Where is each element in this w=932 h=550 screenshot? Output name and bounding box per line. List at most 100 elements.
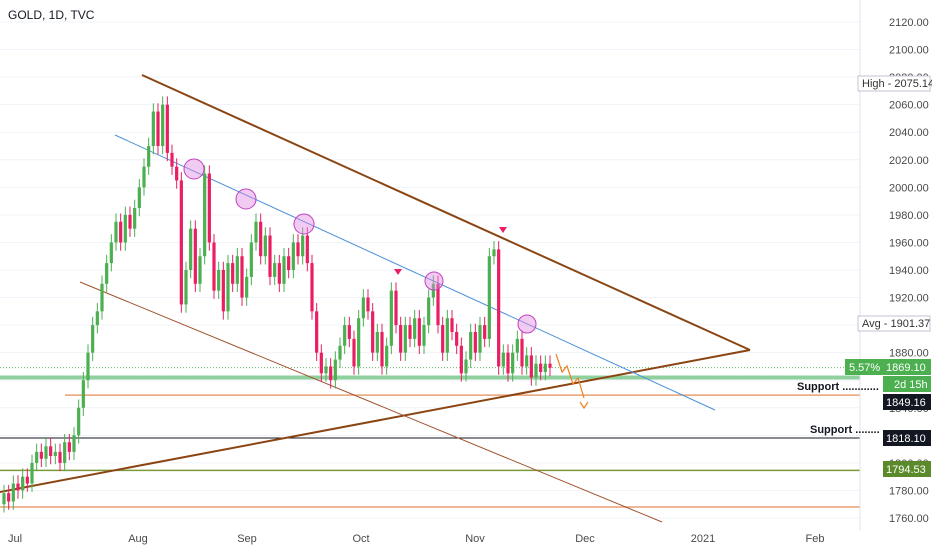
candle-body xyxy=(175,166,179,181)
candle-body xyxy=(324,366,328,374)
candle-body xyxy=(58,451,62,463)
candle-body xyxy=(539,363,543,372)
candle-body xyxy=(49,446,53,456)
high-label: High - 2075.14 xyxy=(857,75,932,92)
candle-body xyxy=(259,221,263,257)
candle-body xyxy=(165,104,169,153)
high-arrow-icon xyxy=(394,269,402,275)
candle-body xyxy=(268,235,272,277)
candle-body xyxy=(422,325,426,346)
candle-body xyxy=(534,363,538,378)
countdown-badge: 2d 15h xyxy=(883,376,931,392)
candlesticks xyxy=(2,96,552,513)
candle-body xyxy=(478,325,482,353)
candle-body xyxy=(156,111,160,146)
candle-body xyxy=(11,483,15,502)
touch-marker xyxy=(293,213,315,235)
candle-body xyxy=(133,208,137,229)
candle-body xyxy=(44,446,48,459)
candle-body xyxy=(394,290,398,326)
candle-body xyxy=(310,263,314,312)
price-tick-label: 1760.00 xyxy=(889,513,929,525)
price-tick-label: 1920.00 xyxy=(889,293,929,305)
candle-body xyxy=(77,407,81,436)
chart-title: GOLD, 1D, TVC xyxy=(8,8,95,22)
price-tick-label: 1980.00 xyxy=(889,210,929,222)
candle-body xyxy=(473,332,477,353)
avg-label: Avg - 1901.37 xyxy=(857,315,931,332)
price-tick-label: 2020.00 xyxy=(889,155,929,167)
price-tick-label: 1880.00 xyxy=(889,348,929,360)
candle-body xyxy=(455,332,459,346)
upper-trendline xyxy=(141,74,751,351)
candle-body xyxy=(21,476,25,491)
high-arrow-icon xyxy=(499,227,507,233)
price-tick-label: 1780.00 xyxy=(889,485,929,497)
candle-body xyxy=(203,173,207,257)
candle-body xyxy=(16,483,20,491)
touch-marker xyxy=(424,271,444,291)
candle-body xyxy=(375,332,379,353)
candle-body xyxy=(305,235,309,264)
svg-text:1818.10: 1818.10 xyxy=(886,433,926,445)
blue-channel-line xyxy=(114,134,716,411)
candle-body xyxy=(217,270,221,291)
candle-body xyxy=(333,359,337,381)
candle-body xyxy=(231,263,235,284)
candle-body xyxy=(497,249,501,367)
candle-body xyxy=(39,451,43,459)
candle-body xyxy=(221,270,225,312)
candle-body xyxy=(417,318,421,346)
candle-body xyxy=(436,283,440,326)
candle-body xyxy=(128,214,132,229)
candle-body xyxy=(254,221,258,243)
candle-body xyxy=(67,442,71,452)
candle-body xyxy=(506,352,510,374)
candle-body xyxy=(483,325,487,339)
svg-text:1849.16: 1849.16 xyxy=(886,397,926,409)
candle-body xyxy=(179,180,183,305)
time-tick-label: Oct xyxy=(352,533,369,545)
svg-text:5.57%: 5.57% xyxy=(849,362,880,374)
candle-body xyxy=(525,355,529,367)
candle-body xyxy=(287,256,291,270)
time-tick-label: Aug xyxy=(128,533,148,545)
candle-body xyxy=(338,345,342,360)
candle-body xyxy=(35,451,39,463)
candle-body xyxy=(469,332,473,360)
candle-body xyxy=(63,442,67,463)
time-tick-label: Feb xyxy=(806,533,825,545)
svg-text:High - 2075.14: High - 2075.14 xyxy=(862,78,932,90)
candle-body xyxy=(114,221,118,243)
time-tick-label: Dec xyxy=(575,533,595,545)
candle-body xyxy=(511,352,515,374)
touch-marker xyxy=(183,158,205,180)
candle-body xyxy=(371,311,375,353)
candle-body xyxy=(123,214,127,243)
candle-body xyxy=(529,355,533,378)
candle-body xyxy=(315,311,319,353)
svg-text:1794.53: 1794.53 xyxy=(886,464,926,476)
candle-body xyxy=(459,345,463,374)
time-tick-label: Nov xyxy=(465,533,485,545)
level-label-1: 1849.16 xyxy=(883,394,931,410)
candle-body xyxy=(492,249,496,257)
candle-body xyxy=(72,435,76,452)
price-tick-label: 2060.00 xyxy=(889,100,929,112)
touch-marker xyxy=(517,314,537,334)
candle-body xyxy=(427,297,431,326)
candle-body xyxy=(441,325,445,353)
svg-text:1869.10: 1869.10 xyxy=(886,362,926,374)
price-tick-label: 2000.00 xyxy=(889,182,929,194)
candle-body xyxy=(464,359,468,374)
candle-body xyxy=(53,451,57,456)
svg-text:2d 15h: 2d 15h xyxy=(894,379,928,391)
candle-body xyxy=(189,228,193,270)
touch-marker xyxy=(235,188,257,210)
change-percent-badge: 5.57% xyxy=(845,359,883,375)
candle-body xyxy=(184,270,188,305)
candle-body xyxy=(240,256,244,298)
candle-body xyxy=(170,152,174,167)
candle-body xyxy=(329,366,333,381)
